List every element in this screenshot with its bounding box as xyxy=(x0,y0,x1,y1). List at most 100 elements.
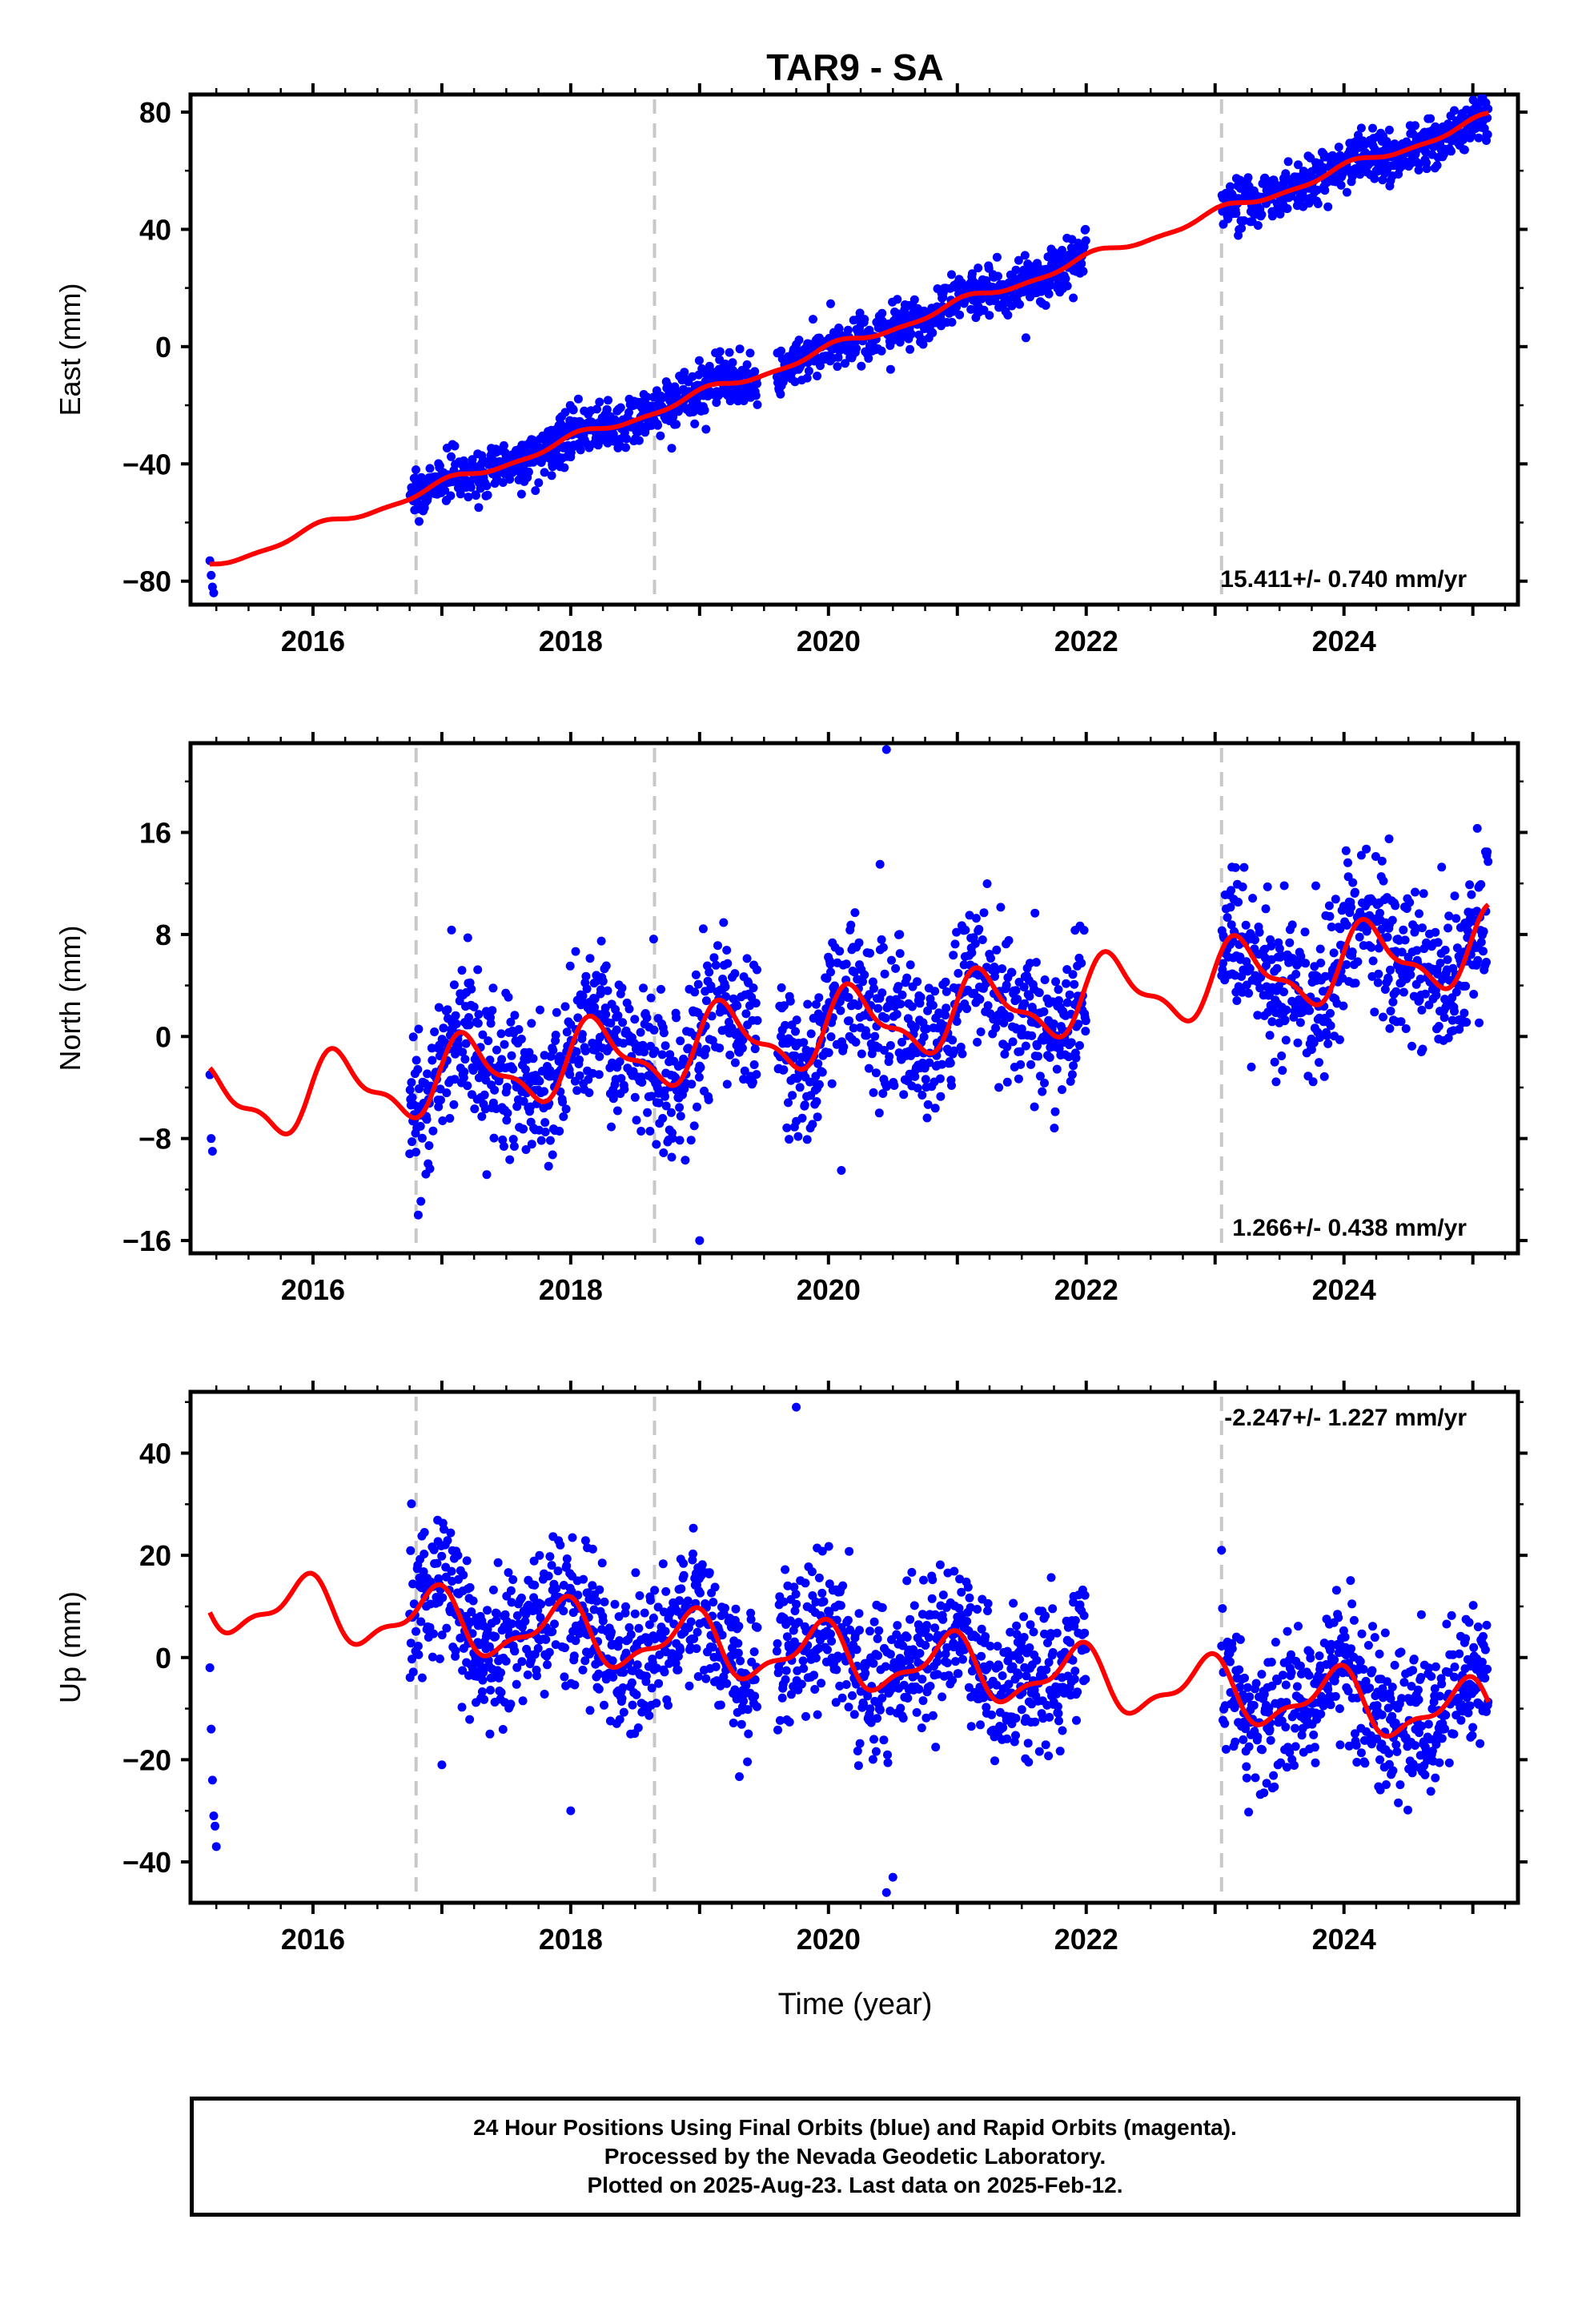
data-point xyxy=(701,1044,711,1054)
data-point xyxy=(802,1135,812,1144)
data-point xyxy=(423,493,432,502)
data-point xyxy=(498,478,508,487)
data-point xyxy=(572,1086,582,1096)
data-point xyxy=(950,1046,959,1055)
data-point xyxy=(1319,1072,1329,1081)
data-point xyxy=(1342,920,1351,930)
data-point xyxy=(1070,979,1079,989)
y-tick-label: 20 xyxy=(139,1539,171,1572)
data-point xyxy=(1327,923,1336,931)
data-point xyxy=(849,1023,858,1033)
data-point xyxy=(547,471,556,480)
data-point xyxy=(536,1599,546,1609)
data-point xyxy=(878,943,888,952)
data-point xyxy=(928,328,938,338)
data-point xyxy=(681,1156,690,1165)
data-point xyxy=(207,570,216,580)
data-point xyxy=(435,461,444,471)
data-point xyxy=(1069,1061,1078,1071)
data-point xyxy=(1011,265,1021,275)
data-point xyxy=(684,1043,693,1053)
data-point xyxy=(781,1565,790,1574)
data-point xyxy=(540,468,549,477)
data-point xyxy=(1226,903,1235,912)
data-point xyxy=(1316,959,1326,967)
data-point xyxy=(1452,943,1462,953)
data-point xyxy=(478,1675,488,1685)
data-point xyxy=(568,1533,577,1542)
data-point xyxy=(644,1638,653,1647)
data-point xyxy=(477,1112,487,1121)
data-point xyxy=(910,1072,920,1081)
data-point xyxy=(1277,1051,1287,1060)
data-point xyxy=(751,391,761,400)
data-point xyxy=(865,1704,875,1714)
data-point xyxy=(610,1599,620,1609)
data-point xyxy=(620,1608,630,1618)
data-point xyxy=(565,1070,575,1080)
data-point xyxy=(877,988,887,998)
data-point xyxy=(447,925,456,935)
data-point xyxy=(1262,961,1271,971)
data-point xyxy=(676,1645,685,1655)
data-point xyxy=(612,1106,622,1116)
data-point xyxy=(1039,1007,1049,1016)
data-point xyxy=(428,1055,437,1065)
data-point xyxy=(656,984,665,994)
data-point xyxy=(992,1016,1002,1026)
data-point xyxy=(439,1023,448,1033)
data-point xyxy=(566,448,576,457)
data-point xyxy=(608,1656,617,1666)
data-point xyxy=(942,1642,952,1652)
data-point xyxy=(1000,1049,1010,1059)
data-point xyxy=(636,1127,646,1136)
data-point xyxy=(571,947,580,956)
data-point xyxy=(826,967,835,977)
data-point xyxy=(1241,920,1251,930)
data-point xyxy=(1052,1064,1062,1074)
data-point xyxy=(620,1084,629,1094)
data-point xyxy=(562,1554,572,1563)
data-point xyxy=(1291,970,1301,979)
data-point xyxy=(966,1722,976,1731)
data-point xyxy=(1309,1038,1319,1047)
data-point xyxy=(1243,173,1253,183)
data-point xyxy=(956,1043,966,1051)
data-point xyxy=(532,1671,541,1681)
data-point xyxy=(782,1632,792,1642)
data-point xyxy=(1238,883,1247,891)
data-point xyxy=(799,1664,809,1673)
data-point xyxy=(590,1003,600,1012)
data-point xyxy=(483,1606,492,1615)
data-point xyxy=(1275,944,1284,953)
data-point xyxy=(801,1711,810,1721)
data-point xyxy=(660,1667,669,1677)
data-point xyxy=(1405,898,1415,907)
data-point xyxy=(1031,958,1041,967)
data-point xyxy=(753,379,761,388)
data-point xyxy=(442,1623,452,1633)
data-point xyxy=(1239,862,1249,872)
data-point xyxy=(881,1082,891,1092)
data-point xyxy=(619,1707,628,1717)
data-point xyxy=(749,1647,759,1657)
data-point xyxy=(991,1023,1001,1033)
data-point xyxy=(1016,1059,1026,1069)
data-point xyxy=(413,1210,423,1220)
data-point xyxy=(1283,204,1292,213)
data-point xyxy=(1473,955,1483,965)
data-point xyxy=(935,1074,945,1084)
data-point xyxy=(633,1723,643,1732)
data-point xyxy=(408,1137,416,1147)
data-point xyxy=(492,1045,501,1055)
data-point xyxy=(1074,1019,1083,1029)
data-point xyxy=(1465,880,1475,890)
data-point xyxy=(458,1666,468,1675)
data-point xyxy=(485,1729,495,1739)
data-point xyxy=(918,340,928,349)
data-point xyxy=(1064,1052,1074,1062)
data-point xyxy=(1434,1022,1443,1031)
data-point xyxy=(534,478,544,488)
data-point xyxy=(496,1668,505,1678)
